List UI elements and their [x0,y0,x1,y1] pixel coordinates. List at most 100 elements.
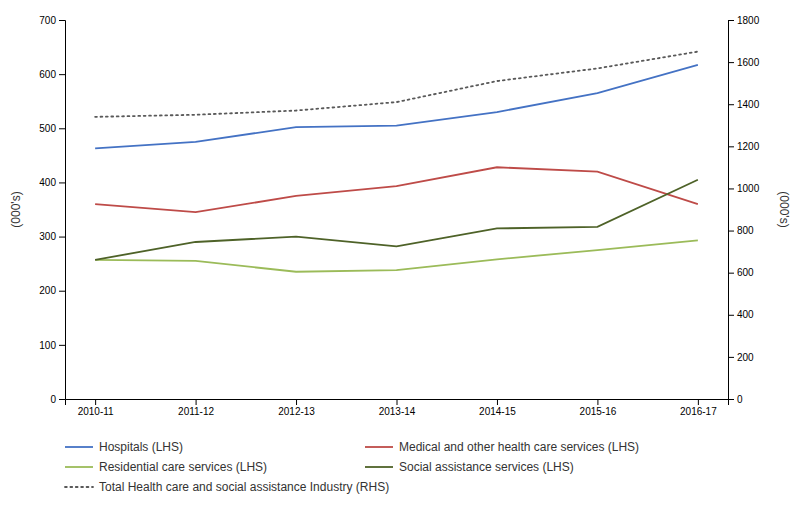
y2-tick: 1400 [728,99,760,110]
y2-tick: 400 [728,309,754,320]
x-tick: 2010-11 [78,399,114,417]
tick-mark [59,399,65,400]
tick-label: 200 [39,285,56,296]
y-axis-title: (000's) [9,191,23,227]
y2-tick: 0 [728,394,743,405]
tick-label: 600 [737,267,754,278]
tick-mark [728,315,734,316]
tick-mark [196,399,197,405]
tick-mark [728,357,734,358]
axis-line [66,400,729,406]
legend-swatch [65,446,93,448]
legend-label: Hospitals (LHS) [99,440,183,454]
tick-mark [728,231,734,232]
tick-mark [59,182,65,183]
x-tick: 2011-12 [178,399,214,417]
tick-label: 2015-16 [580,406,617,417]
y2-tick: 1200 [728,141,760,152]
y-tick: 400 [39,177,65,188]
line [95,180,698,260]
tick-label: 2012-13 [278,406,315,417]
tick-mark [59,20,65,21]
legend-item: Social assistance services (LHS) [365,460,574,474]
x-tick: 2014-15 [479,399,516,417]
legend-item: Residential care services (LHS) [65,460,267,474]
tick-mark [59,345,65,346]
tick-label: 0 [737,394,743,405]
tick-mark [296,399,297,405]
x-tick: 2013-14 [379,399,416,417]
tick-mark [59,291,65,292]
axis-line [729,21,735,400]
legend-label: Residential care services (LHS) [99,460,267,474]
x-tick: 2012-13 [278,399,315,417]
lines [95,52,698,272]
plot-area: 2010-11 2011-12 2012-13 2013-14 2014-15 2015-… [9,15,791,417]
y2-tick: 800 [728,225,754,236]
tick-label: 2013-14 [379,406,416,417]
x-axis: 2010-11 2011-12 2012-13 2013-14 2014-15 2015-… [66,399,729,417]
y2-tick: 600 [728,267,754,278]
tick-label: 500 [39,123,56,134]
x-tick: 2015-16 [580,399,617,417]
tick-label: 300 [39,231,56,242]
y-axis: 0 100 200 300 400 500 600 700 [39,15,65,405]
tick-mark [597,399,598,405]
legend-swatch [65,486,93,488]
tick-mark [728,188,734,189]
tick-label: 1600 [737,57,760,68]
y-tick: 700 [39,15,65,26]
y-tick: 200 [39,285,65,296]
y-tick: 0 [50,394,65,405]
tick-label: 200 [737,352,754,363]
legend: Hospitals (LHS) Medical and other health … [65,440,639,494]
y-tick: 600 [39,69,65,80]
tick-mark [59,237,65,238]
tick-label: 600 [39,69,56,80]
y2-tick: 1000 [728,183,760,194]
legend-swatch [365,466,393,468]
tick-mark [728,104,734,105]
tick-label: 800 [737,225,754,236]
tick-mark [497,399,498,405]
y-tick: 300 [39,231,65,242]
tick-label: 2011-12 [178,406,214,417]
tick-mark [59,74,65,75]
y2-tick: 200 [728,352,754,363]
tick-mark [728,20,734,21]
legend-label: Total Health care and social assistance … [99,480,389,494]
tick-mark [397,399,398,405]
line [95,240,698,271]
y-tick: 500 [39,123,65,134]
y2-tick: 1600 [728,57,760,68]
tick-label: 1200 [737,141,760,152]
legend-swatch [365,446,393,448]
x-tick: 2016-17 [680,399,717,417]
tick-mark [728,62,734,63]
tick-label: 700 [39,15,56,26]
tick-mark [95,399,96,405]
line [95,65,698,148]
tick-mark [698,399,699,405]
legend-label: Social assistance services (LHS) [399,460,574,474]
axis-line [59,21,66,400]
line [95,52,698,117]
legend-label: Medical and other health care services (… [399,440,639,454]
legend-item: Hospitals (LHS) [65,440,183,454]
y2-axis: 0 200 400 600 800 1000 1200 1400 1600 1800 [728,15,760,405]
legend-swatch [65,466,93,468]
tick-mark [728,399,734,400]
tick-label: 2014-15 [479,406,516,417]
tick-mark [728,273,734,274]
tick-label: 100 [39,340,56,351]
tick-mark [728,146,734,147]
tick-label: 0 [50,394,56,405]
tick-label: 400 [39,177,56,188]
legend-item: Medical and other health care services (… [365,440,639,454]
legend-item: Total Health care and social assistance … [65,480,389,494]
tick-label: 1800 [737,15,760,26]
y2-tick: 1800 [728,15,760,26]
tick-label: 2016-17 [680,406,717,417]
tick-label: 1000 [737,183,760,194]
chart-svg: 2010-11 2011-12 2012-13 2013-14 2014-15 2015-… [0,0,793,529]
